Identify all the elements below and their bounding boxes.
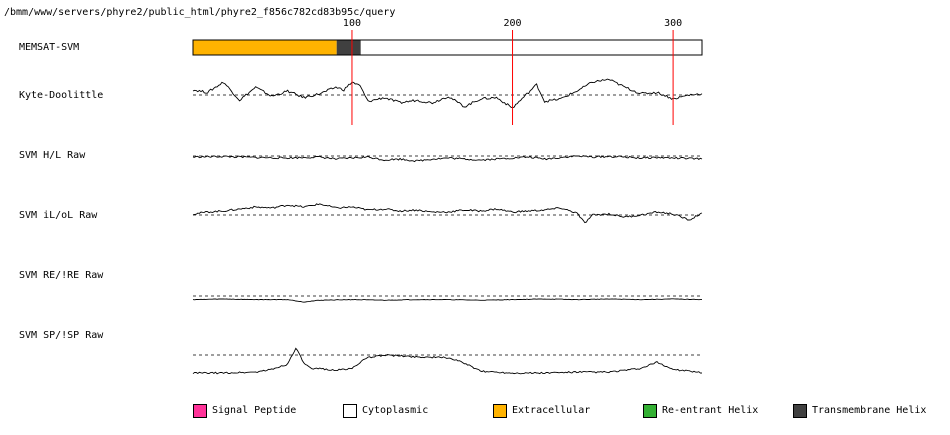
profile-line-2	[192, 155, 703, 163]
signal-peptide-swatch	[193, 404, 207, 418]
track-label-5: SVM SP/!SP Raw	[19, 330, 104, 341]
topology-segment-transmembrane	[336, 40, 361, 55]
cytoplasmic-swatch	[343, 404, 357, 418]
profile-line-1	[192, 78, 703, 109]
track-label-3: SVM iL/oL Raw	[19, 210, 98, 221]
topology-bar-outline	[192, 39, 703, 56]
profile-line-4	[192, 298, 702, 303]
topology-segment-extracellular	[193, 40, 337, 55]
track-label-0: MEMSAT-SVM	[19, 42, 79, 53]
legend-label: Transmembrane Helix	[812, 405, 927, 416]
profile-line-3	[192, 203, 703, 224]
legend-label: Signal Peptide	[212, 405, 297, 416]
topology-segment-cytoplasmic	[360, 40, 702, 55]
file-path: /bmm/www/servers/phyre2/public_html/phyr…	[4, 7, 395, 18]
legend: Signal Peptide Cytoplasmic Extracellular…	[0, 404, 950, 422]
tick-label-300: 300	[664, 18, 682, 29]
legend-label: Cytoplasmic	[362, 405, 429, 416]
tick-label-100: 100	[343, 18, 361, 29]
tick-label-200: 200	[503, 18, 521, 29]
track-label-2: SVM H/L Raw	[19, 150, 86, 161]
legend-label: Re-entrant Helix	[662, 405, 759, 416]
profile-line-5	[192, 347, 703, 375]
re-entrant-helix-swatch	[643, 404, 657, 418]
extracellular-swatch	[493, 404, 507, 418]
track-label-1: Kyte-Doolittle	[19, 90, 103, 101]
legend-label: Extracellular	[512, 405, 591, 416]
transmembrane-helix-swatch	[793, 404, 807, 418]
track-label-4: SVM RE/!RE Raw	[19, 270, 104, 281]
